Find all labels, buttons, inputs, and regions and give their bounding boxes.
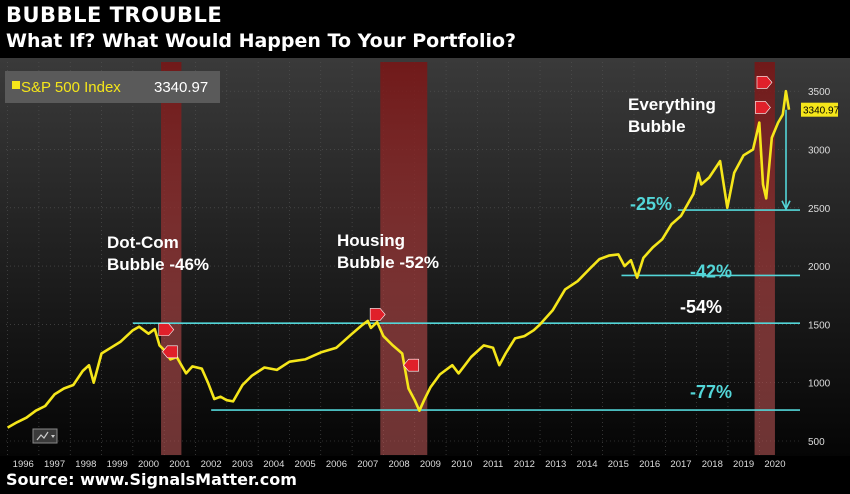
bubble-shade-band (754, 62, 775, 455)
x-tick-label: 2019 (733, 459, 754, 470)
support-label: -77% (690, 382, 732, 402)
chevron-down-icon (51, 435, 55, 438)
legend-swatch (12, 81, 20, 89)
x-tick-label: 2012 (514, 459, 535, 470)
bubble-shade-band (380, 62, 428, 455)
annotation-line2: Bubble -52% (337, 253, 439, 272)
annotation-line2: Bubble -46% (107, 255, 209, 274)
x-tick-label: 2010 (451, 459, 472, 470)
x-tick-label: 2004 (263, 459, 284, 470)
x-tick-label: 2003 (232, 459, 253, 470)
x-tick-label: 2017 (670, 459, 691, 470)
chart-title: BUBBLE TROUBLE (6, 3, 223, 27)
sp500-chart: -77% -54% -42% -25% 500 1000 1500 2000 2500 3000… (0, 58, 850, 470)
bubble-marker-flag (403, 358, 419, 372)
annotations: Dot-Com Bubble -46% Housing Bubble -52% Ever… (107, 95, 716, 274)
x-tick-label: 1997 (44, 459, 65, 470)
support-label: -25% (630, 194, 672, 214)
legend-value: 3340.97 (154, 79, 208, 96)
series-line (6, 89, 791, 429)
x-axis-band (0, 456, 850, 470)
y-tick-label: 2500 (808, 204, 831, 215)
annotation-line1: Dot-Com (107, 233, 179, 252)
x-tick-label: 2018 (702, 459, 723, 470)
x-tick-label: 1996 (13, 459, 34, 470)
x-tick-label: 2000 (138, 459, 159, 470)
last-value-label: 3340.97 (803, 106, 840, 117)
x-tick-label: 2016 (639, 459, 660, 470)
source-text: Source: www.SignalsMatter.com (6, 470, 297, 489)
legend-box (5, 71, 220, 103)
y-tick-label: 3000 (808, 145, 831, 156)
x-tick-label: 2011 (483, 459, 503, 470)
y-axis: 500 1000 1500 2000 2500 3000 3500 3340.97 (801, 87, 840, 448)
x-tick-label: 2006 (326, 459, 347, 470)
x-tick-label: 2020 (764, 459, 785, 470)
legend-label: S&P 500 Index (21, 79, 121, 96)
annotation-line1: Housing (337, 231, 405, 250)
annotation-line2: Bubble (628, 117, 686, 136)
bubble-marker-flag (158, 323, 175, 336)
bubble-marker-flag (369, 308, 386, 321)
x-tick-label: 2005 (295, 459, 316, 470)
chart-area: -77% -54% -42% -25% 500 1000 1500 2000 2500 3000… (0, 58, 850, 494)
sp500-series-line (6, 89, 791, 429)
y-tick-label: 500 (808, 437, 825, 448)
y-tick-label: 3500 (808, 87, 831, 98)
y-tick-label: 2000 (808, 262, 831, 273)
x-tick-label: 2015 (608, 459, 629, 470)
legend[interactable]: S&P 500 Index 3340.97 (5, 71, 220, 103)
chart-type-button[interactable] (32, 428, 58, 444)
bubble-marker-flag (756, 76, 773, 89)
x-tick-label: 2009 (420, 459, 441, 470)
x-tick-label: 1998 (75, 459, 96, 470)
drop-arrow-head (781, 200, 791, 211)
bubble-marker-flag (162, 345, 178, 359)
bubble-marker-flag (755, 101, 771, 114)
annotation-line1: Everything (628, 95, 716, 114)
x-tick-label: 2007 (357, 459, 378, 470)
last-value-tag (801, 102, 838, 117)
y-tick-label: 1000 (808, 379, 831, 390)
x-tick-label: 2013 (545, 459, 566, 470)
x-tick-label: 2002 (201, 459, 222, 470)
bubble-shading (161, 62, 775, 455)
y-tick-label: 1500 (808, 320, 831, 331)
bubble-markers (158, 76, 773, 372)
x-tick-label: 2014 (576, 459, 597, 470)
x-tick-label: 2001 (169, 459, 190, 470)
support-label: -54% (680, 297, 722, 317)
support-label: -42% (690, 261, 732, 281)
chart-subtitle: What If? What Would Happen To Your Portf… (6, 30, 517, 52)
support-lines: -77% -54% -42% -25% (132, 194, 800, 411)
x-tick-label: 1999 (107, 459, 128, 470)
x-tick-label: 2008 (389, 459, 410, 470)
x-axis: 1996 1997 1998 1999 2000 2001 2002 2003 2004 2005… (0, 456, 850, 470)
